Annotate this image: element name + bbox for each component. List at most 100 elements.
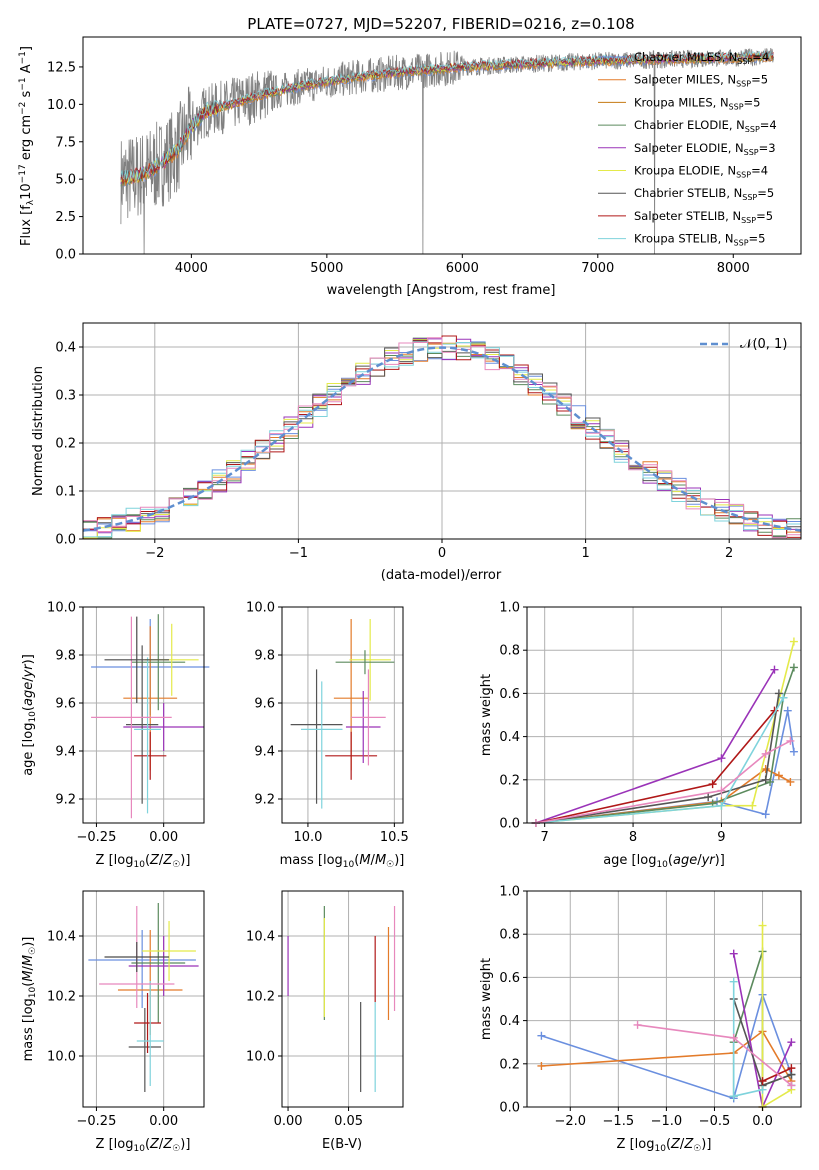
- age-mass-axes-frame: [281, 606, 404, 824]
- x-tick-label: 5000: [310, 261, 343, 276]
- age-z-axes-frame: [82, 606, 205, 824]
- y-tick-label: 0.0: [55, 533, 76, 548]
- age-z-y-ticks: 9.2 9.4 9.6 9.8 10.0: [47, 601, 83, 808]
- age-z-xlabel: Z [log10(Z/Z☉)]: [96, 853, 191, 870]
- y-tick-label: 10.0: [47, 601, 76, 616]
- age-z-grid: [83, 606, 204, 823]
- y-tick-label: 0.2: [499, 1057, 520, 1072]
- x-tick-label: 8000: [717, 261, 750, 276]
- y-tick-label: 0.4: [55, 341, 76, 356]
- age-z-plot-area: [91, 614, 210, 819]
- mass-z-plot-area: [88, 903, 199, 1092]
- mass-z-axes-frame: [82, 890, 205, 1108]
- mass-weight-marker: [704, 793, 713, 802]
- model-fit-line: [120, 49, 774, 183]
- residual-panel: −2 −1 0 1 2 0.0 0.1 0.2 0.3 0.4 (data-model)/err…: [31, 322, 802, 583]
- mass-weight-marker: [789, 663, 798, 672]
- weight-z-plot-area: [537, 921, 796, 1111]
- mass-weight-marker: [787, 1081, 796, 1090]
- y-tick-label: 10.0: [246, 1050, 275, 1065]
- weight-z-axes-frame: [526, 890, 802, 1108]
- x-tick-label: 1: [581, 546, 589, 561]
- mass-z-x-ticks: −0.25 0.00: [77, 1107, 178, 1129]
- mass-z-grid: [83, 891, 204, 1107]
- y-tick-label: 0.0: [55, 248, 76, 263]
- legend-label: Salpeter STELIB, NSSP=5: [634, 209, 773, 225]
- weight-age-y-ticks: 0.0 0.2 0.4 0.6 0.8 1.0: [499, 601, 527, 832]
- y-tick-label: 0.8: [499, 644, 520, 659]
- y-tick-label: 10.0: [47, 1050, 76, 1065]
- spectrum-ylabel: Flux [fλ10−17 erg cm−2 s−1 A−1]: [18, 46, 36, 246]
- y-tick-label: 0.4: [499, 730, 520, 745]
- mass-weight-marker: [758, 1077, 767, 1086]
- y-tick-label: 0.0: [499, 1101, 520, 1116]
- mass-weight-marker: [786, 736, 795, 745]
- y-tick-label: 7.5: [55, 135, 76, 150]
- residual-xlabel: (data-model)/error: [381, 568, 502, 583]
- x-tick-label: 0: [438, 546, 446, 561]
- mass-weight-line: [762, 1067, 792, 1082]
- mass-weight-marker: [758, 1085, 767, 1094]
- y-tick-label: 10.4: [246, 930, 275, 945]
- y-tick-label: 9.6: [55, 697, 76, 712]
- weight-z-ylabel: mass weight: [479, 958, 494, 1040]
- spectrum-x-ticks: 4000 5000 6000 7000 8000: [175, 254, 750, 276]
- mass-weight-marker: [766, 777, 775, 786]
- y-tick-label: 1.0: [499, 885, 520, 900]
- legend-label: Chabrier ELODIE, NSSP=4: [634, 118, 777, 134]
- x-tick-label: −1.0: [651, 1114, 683, 1129]
- y-tick-label: 0.6: [499, 971, 520, 986]
- y-tick-label: 1.0: [499, 601, 520, 616]
- weight-vs-z-panel: −2.0 −1.5 −1.0 −0.5 0.0 0.0 0.2 0.4 0.6 0.8 1.0 Z…: [479, 885, 802, 1154]
- mass-weight-line: [535, 740, 791, 824]
- legend-label: Salpeter MILES, NSSP=5: [634, 73, 768, 89]
- y-tick-label: 9.4: [55, 745, 76, 760]
- x-tick-label: 0.00: [274, 1114, 303, 1129]
- y-tick-label: 10.4: [47, 930, 76, 945]
- x-tick-label: 7: [541, 830, 549, 845]
- legend-label: Kroupa ELODIE, NSSP=4: [634, 164, 768, 180]
- x-tick-label: 0.00: [149, 830, 178, 845]
- mass-weight-marker: [761, 749, 770, 758]
- mass-ebv-grid: [282, 891, 403, 1107]
- mass-weight-marker: [717, 786, 726, 795]
- y-tick-label: 9.8: [55, 649, 76, 664]
- age-vs-z-panel: −0.25 0.00 9.2 9.4 9.6 9.8 10.0 Z [log10(Z/Z☉…: [21, 601, 210, 870]
- x-tick-label: −0.25: [77, 1114, 117, 1129]
- y-tick-label: 0.1: [55, 485, 76, 500]
- y-tick-label: 0.0: [499, 817, 520, 832]
- mass-z-y-ticks: 10.0 10.2 10.4: [47, 930, 83, 1065]
- residual-y-ticks: 0.0 0.1 0.2 0.3 0.4: [55, 341, 83, 548]
- y-tick-label: 10.2: [246, 990, 275, 1005]
- mass-weight-marker: [787, 1038, 796, 1047]
- mass-weight-marker: [758, 921, 767, 930]
- mass-vs-ebv-panel: 0.00 0.05 10.0 10.2 10.4 E(B-V): [246, 890, 404, 1152]
- mass-weight-line: [535, 641, 795, 824]
- x-tick-label: −2: [145, 546, 164, 561]
- legend-label: Chabrier MILES, NSSP=4: [634, 50, 769, 66]
- x-tick-label: −1: [289, 546, 308, 561]
- mass-vs-z-panel: −0.25 0.00 10.0 10.2 10.4 Z [log10(Z/Z☉)] m…: [21, 890, 205, 1154]
- mass-weight-marker: [729, 1092, 738, 1101]
- mass-weight-marker: [783, 706, 792, 715]
- y-tick-label: 9.6: [254, 697, 275, 712]
- mass-weight-marker: [537, 1031, 546, 1040]
- mass-weight-marker: [787, 1064, 796, 1073]
- spectrum-title: PLATE=0727, MJD=52207, FIBERID=0216, z=0…: [247, 15, 634, 33]
- y-tick-label: 0.6: [499, 687, 520, 702]
- mass-weight-marker: [729, 1033, 738, 1042]
- age-mass-grid: [282, 606, 403, 823]
- y-tick-label: 10.2: [47, 990, 76, 1005]
- mass-z-ylabel: mass [log10(M/M☉)]: [21, 937, 38, 1062]
- weight-z-x-ticks: −2.0 −1.5 −1.0 −0.5 0.0: [554, 1107, 773, 1129]
- y-tick-label: 9.4: [254, 745, 275, 760]
- mass-weight-line: [535, 693, 780, 824]
- weight-age-axes-frame: [526, 606, 802, 824]
- mass-ebv-xlabel: E(B-V): [322, 1137, 362, 1152]
- y-tick-label: 12.5: [47, 60, 76, 75]
- y-tick-label: 9.2: [55, 793, 76, 808]
- mass-weight-marker: [789, 637, 798, 646]
- residual-plot-area: [82, 335, 802, 540]
- spectrum-legend: Chabrier MILES, NSSP=4 Salpeter MILES, NS…: [598, 50, 777, 248]
